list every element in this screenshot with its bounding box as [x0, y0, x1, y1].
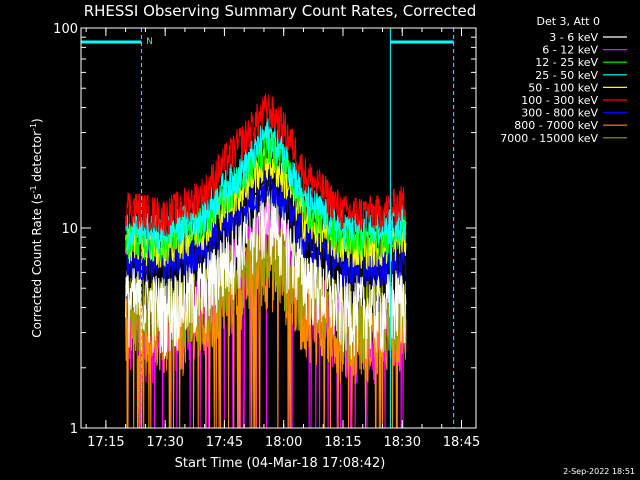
y-axis-label: Corrected Count Rate (s-1 detector-1): [29, 118, 44, 337]
y-tick-label-0: 1: [70, 422, 78, 437]
legend-label-3: 25 - 50 keV: [535, 69, 598, 82]
x-axis-ticks: 17:15 17:30 17:45 18:00 18:15 18:30 18:45: [85, 28, 480, 450]
legend-label-1: 6 - 12 keV: [542, 44, 598, 57]
y-axis-ticks: 1 10 100: [53, 22, 476, 437]
legend-label-5: 100 - 300 keV: [521, 94, 598, 107]
night-marker: N: [146, 37, 153, 47]
series-line-6: [125, 167, 406, 287]
timestamp: 2-Sep-2022 18:51: [563, 467, 635, 476]
x-tick-label-2: 17:45: [206, 435, 243, 450]
series-line-0: [125, 184, 407, 360]
legend-label-0: 3 - 6 keV: [549, 31, 598, 44]
y-axis-label-sup2: -1: [29, 123, 38, 131]
x-tick-label-5: 18:30: [384, 435, 421, 450]
x-tick-label-0: 17:15: [87, 435, 124, 450]
y-axis-label-main: Corrected Count Rate (s: [30, 193, 44, 337]
y-tick-label-2: 100: [53, 22, 78, 37]
legend-label-7: 800 - 7000 keV: [514, 119, 598, 132]
y-axis-label-sup1: -1: [29, 185, 38, 193]
legend-label-6: 300 - 800 keV: [521, 107, 598, 120]
legend-label-2: 12 - 25 keV: [535, 56, 598, 69]
y-axis-label-mid: detector: [30, 131, 44, 186]
plot-series: [125, 93, 407, 429]
series-line-3: [125, 117, 407, 254]
series-line-5: [125, 93, 407, 236]
y-tick-label-1: 10: [61, 222, 78, 237]
x-tick-label-6: 18:45: [443, 435, 480, 450]
legend-label-4: 50 - 100 keV: [528, 81, 598, 94]
x-tick-label-4: 18:15: [324, 435, 361, 450]
x-axis-label: Start Time (04-Mar-18 17:08:42): [175, 456, 386, 471]
x-tick-label-3: 18:00: [265, 435, 302, 450]
chart-title: RHESSI Observing Summary Count Rates, Co…: [84, 2, 477, 20]
legend-label-8: 7000 - 15000 keV: [500, 132, 598, 145]
x-tick-label-1: 17:30: [146, 435, 183, 450]
legend-header: Det 3, Att 0: [537, 15, 601, 28]
y-axis-label-end: ): [30, 118, 44, 123]
